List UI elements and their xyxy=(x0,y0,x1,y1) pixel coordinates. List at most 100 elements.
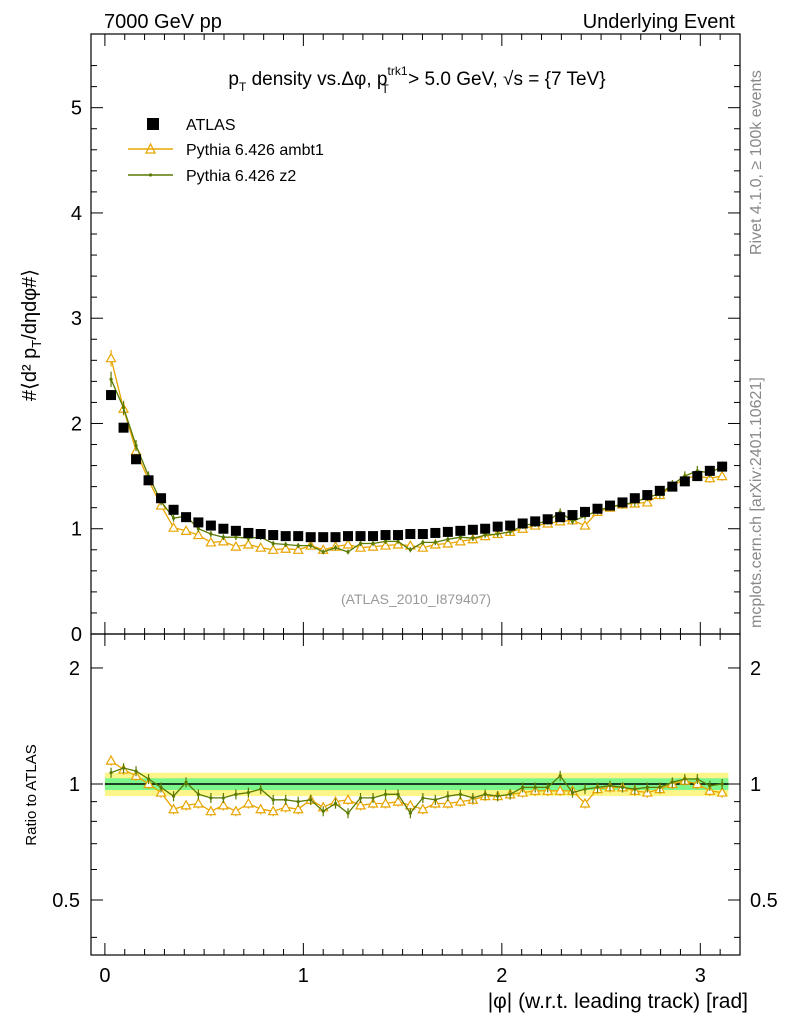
data-point-atlas xyxy=(243,527,254,538)
ratio-marker-ambt1 xyxy=(454,795,466,806)
ratio-marker-z2 xyxy=(134,769,138,773)
ratio-marker-z2 xyxy=(296,800,300,804)
main-marker-z2 xyxy=(471,536,475,540)
main-marker-z2 xyxy=(109,377,113,381)
data-point-atlas xyxy=(480,523,491,534)
ratio-marker-ambt1 xyxy=(579,797,591,808)
x-tick-label: 2 xyxy=(496,965,507,987)
ratio-marker-ambt1 xyxy=(280,801,292,812)
ratio-marker-z2 xyxy=(221,796,225,800)
main-marker-z2 xyxy=(321,550,325,554)
ratio-y-axis-label: Ratio to ATLAS xyxy=(23,744,40,845)
ratio-marker-z2 xyxy=(483,792,487,796)
main-marker-ambt1 xyxy=(579,519,591,530)
main-marker-ambt1 xyxy=(280,543,292,553)
data-point-atlas xyxy=(642,490,653,501)
legend-label-ambt1: Pythia 6.426 ambt1 xyxy=(186,142,324,159)
y-tick-label: 1 xyxy=(71,519,82,541)
data-point-atlas xyxy=(442,526,453,537)
ratio-marker-z2 xyxy=(433,798,437,802)
main-marker-z2 xyxy=(234,535,238,539)
ratio-marker-ambt1 xyxy=(180,799,192,810)
main-marker-ambt1 xyxy=(242,538,254,549)
ratio-marker-z2 xyxy=(309,798,313,802)
analysis-label: (ATLAS_2010_I879407) xyxy=(341,591,491,607)
data-point-atlas xyxy=(255,529,266,539)
data-point-atlas xyxy=(131,454,142,465)
main-marker-ambt1 xyxy=(230,540,242,551)
data-point-atlas xyxy=(380,530,391,541)
ratio-marker-ambt1 xyxy=(230,805,242,816)
data-point-atlas xyxy=(218,523,229,534)
main-marker-z2 xyxy=(221,535,225,539)
data-point-atlas xyxy=(417,529,428,539)
data-point-atlas xyxy=(393,530,404,541)
data-point-atlas xyxy=(118,422,129,433)
ratio-marker-z2 xyxy=(583,787,587,791)
main-marker-z2 xyxy=(408,548,412,552)
main-marker-z2 xyxy=(483,533,487,537)
data-point-atlas xyxy=(505,520,516,531)
data-point-atlas xyxy=(405,529,416,539)
main-marker-ambt1 xyxy=(354,541,367,552)
ratio-marker-z2 xyxy=(471,796,475,800)
data-points-group xyxy=(106,390,728,543)
data-point-atlas xyxy=(617,497,628,508)
main-marker-z2 xyxy=(333,546,338,550)
ratio-marker-ambt1 xyxy=(255,803,267,814)
header-right-label: Underlying Event xyxy=(583,11,736,33)
data-point-atlas xyxy=(355,531,366,542)
ratio-marker-ambt1 xyxy=(380,797,392,808)
main-marker-z2 xyxy=(396,539,400,543)
data-point-atlas xyxy=(305,532,316,543)
ratio-marker-ambt1 xyxy=(192,797,204,808)
main-marker-z2 xyxy=(271,541,275,546)
data-point-atlas xyxy=(318,532,329,543)
main-marker-ambt1 xyxy=(180,525,192,535)
y-tick-label: 0 xyxy=(71,624,82,646)
data-point-atlas xyxy=(343,531,354,542)
ratio-marker-z2 xyxy=(458,792,462,796)
main-marker-z2 xyxy=(296,543,300,548)
ratio-marker-z2 xyxy=(670,780,674,784)
legend-marker-z2 xyxy=(148,173,153,177)
main-marker-ambt1 xyxy=(217,535,229,546)
data-point-atlas xyxy=(592,503,603,514)
data-point-atlas xyxy=(156,493,167,504)
ratio-marker-z2 xyxy=(496,794,500,798)
ratio-marker-ambt1 xyxy=(417,803,429,814)
main-marker-z2 xyxy=(196,527,200,531)
main-y-axis-label: #⟨d² pT/dηdφ#⟩ xyxy=(19,269,44,401)
data-point-atlas xyxy=(530,516,541,527)
main-marker-ambt1 xyxy=(342,538,354,549)
ratio-marker-ambt1 xyxy=(292,803,304,814)
main-marker-ambt1 xyxy=(192,529,204,540)
ratio-line-z2 xyxy=(110,767,723,815)
x-axis-label: |φ| (w.r.t. leading track) [rad] xyxy=(488,990,748,1013)
ratio-marker-z2 xyxy=(658,785,662,789)
main-marker-z2 xyxy=(346,550,350,554)
data-point-atlas xyxy=(430,527,441,538)
main-marker-z2 xyxy=(134,443,138,448)
data-point-atlas xyxy=(717,461,728,472)
axes-group: 0 1 2 3 0 1 2 3 4 5 0.5 0.5 1 1 2 2 xyxy=(52,33,778,987)
ratio-marker-z2 xyxy=(720,782,724,786)
data-point-atlas xyxy=(667,481,678,492)
ratio-marker-z2 xyxy=(333,801,338,806)
ratio-marker-z2 xyxy=(109,771,113,775)
ratio-marker-z2 xyxy=(570,790,575,795)
main-marker-z2 xyxy=(496,532,500,536)
ratio-marker-z2 xyxy=(346,811,350,815)
data-point-atlas xyxy=(605,500,616,511)
mc-series-group xyxy=(105,349,728,819)
main-marker-z2 xyxy=(383,539,388,543)
data-point-atlas xyxy=(368,531,379,542)
ratio-marker-ambt1 xyxy=(716,786,728,797)
main-marker-z2 xyxy=(171,516,176,520)
ratio-marker-z2 xyxy=(121,766,126,770)
data-point-atlas xyxy=(330,532,341,543)
ratio-marker-z2 xyxy=(234,792,238,796)
x-tick-label: 0 xyxy=(99,965,110,987)
data-point-atlas xyxy=(193,517,204,528)
legend-marker-ambt1 xyxy=(144,142,157,154)
